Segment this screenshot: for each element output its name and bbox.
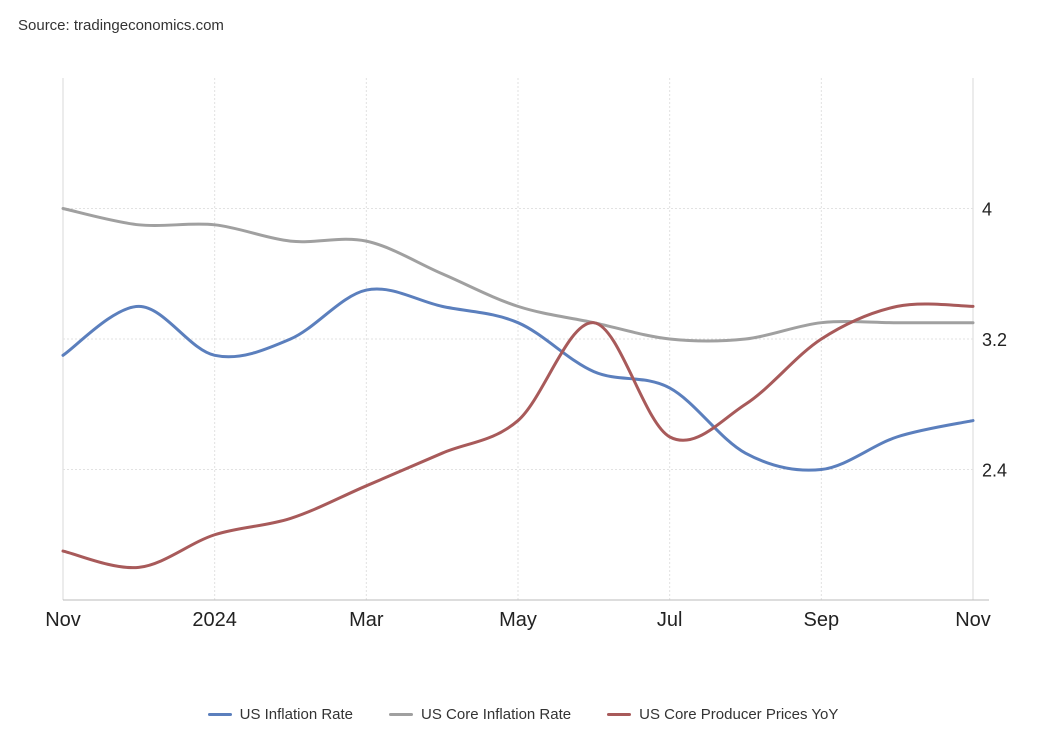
x-tick-label: Sep: [804, 609, 840, 631]
legend-swatch: [607, 713, 632, 716]
x-tick-label: Mar: [349, 609, 384, 631]
legend-item[interactable]: US Inflation Rate: [207, 706, 354, 723]
x-tick-label: Jul: [657, 609, 683, 631]
y-tick-label: 3.2: [982, 330, 1007, 350]
legend-label: US Core Producer Prices YoY: [639, 706, 839, 723]
x-axis-tick-labels: Nov 2024 Mar May Jul Sep Nov: [45, 609, 991, 631]
y-axis-tick-labels: 2.4 3.2 4: [982, 200, 1007, 481]
x-tick-label: 2024: [192, 609, 237, 631]
series-line-us-core-producer-prices-yoy[interactable]: [61, 302, 975, 570]
series-lines: [61, 207, 975, 570]
legend-item[interactable]: US Core Inflation Rate: [389, 706, 571, 723]
legend-item[interactable]: US Core Producer Prices YoY: [607, 706, 838, 723]
y-tick-label: 4: [982, 200, 992, 220]
x-tick-label: May: [499, 609, 537, 631]
series-line-us-inflation-rate[interactable]: [61, 287, 975, 472]
line-chart: Nov 2024 Mar May Jul Sep Nov 2.4 3.2 4: [45, 78, 1007, 631]
source-label: Source: tradingeconomics.com: [18, 17, 224, 34]
series-line-us-core-inflation-rate[interactable]: [61, 207, 975, 343]
y-tick-label: 2.4: [982, 461, 1007, 481]
legend: US Inflation Rate US Core Inflation Rate U…: [0, 706, 1046, 723]
legend-swatch: [207, 713, 232, 716]
legend-swatch: [389, 713, 414, 716]
legend-label: US Core Inflation Rate: [421, 706, 572, 723]
x-tick-label: Nov: [45, 609, 81, 631]
x-tick-label: Nov: [955, 609, 991, 631]
legend-label: US Inflation Rate: [239, 706, 354, 723]
